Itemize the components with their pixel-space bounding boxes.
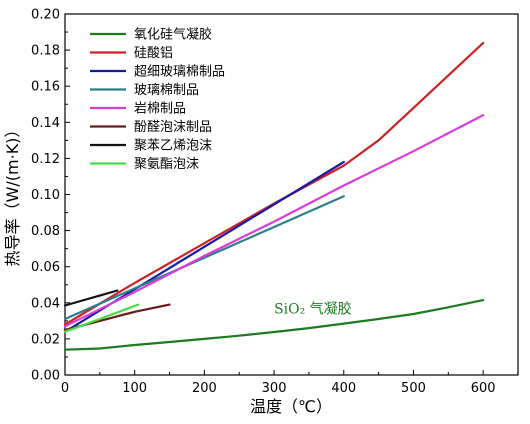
y-axis-title: 热导率（W/(m·K)） [3, 122, 22, 267]
y-tick-label: 0.10 [31, 188, 60, 203]
legend-label-2: 硅酸铝 [134, 46, 173, 61]
y-tick-label: 0.14 [31, 116, 60, 131]
series-line-8 [63, 303, 140, 333]
y-tick-label: 0.00 [31, 369, 60, 384]
x-tick-label: 300 [262, 381, 287, 396]
x-tick-label: 600 [471, 381, 496, 396]
ticks-layer: 0 100 200 300 400 500 600 0.00 0.02 0.04 0.06 0.08 0… [31, 8, 496, 397]
series-line-1 [63, 299, 485, 351]
x-tick-label: 0 [61, 381, 69, 396]
legend-label-3: 超细玻璃棉制品 [134, 65, 225, 80]
x-tick-label: 500 [401, 381, 426, 396]
series-layer [63, 41, 485, 351]
y-tick-label: 0.12 [31, 152, 60, 167]
legend-label-1: 氧化硅气凝胶 [134, 27, 212, 43]
legend: 氧化硅气凝胶硅酸铝超细玻璃棉制品玻璃棉制品岩棉制品酚醛泡沫制品聚苯乙烯泡沫聚氨酯… [90, 27, 225, 172]
legend-label-5: 岩棉制品 [134, 102, 186, 117]
y-tick-label: 0.08 [31, 224, 60, 239]
x-tick-label: 100 [122, 381, 147, 396]
series-line-5 [63, 113, 485, 328]
y-tick-label: 0.20 [31, 8, 60, 23]
legend-label-4: 玻璃棉制品 [134, 83, 199, 98]
y-tick-label: 0.16 [31, 80, 60, 95]
x-axis-title: 温度（℃） [250, 397, 332, 416]
series-line-7 [63, 289, 119, 307]
sio2-annotation: SiO₂ 气凝胶 [274, 301, 352, 318]
legend-label-6: 酚醛泡沫制品 [134, 119, 212, 135]
legend-label-7: 聚苯乙烯泡沫 [134, 139, 212, 154]
x-tick-label: 200 [192, 381, 217, 396]
legend-label-8: 聚氨酯泡沫 [134, 157, 199, 172]
y-tick-label: 0.18 [31, 44, 60, 59]
y-tick-label: 0.04 [31, 296, 60, 311]
y-tick-label: 0.06 [31, 260, 60, 275]
x-tick-label: 400 [331, 381, 356, 396]
series-line-2 [63, 41, 485, 326]
series-line-4 [63, 195, 345, 321]
y-tick-label: 0.02 [31, 332, 60, 347]
